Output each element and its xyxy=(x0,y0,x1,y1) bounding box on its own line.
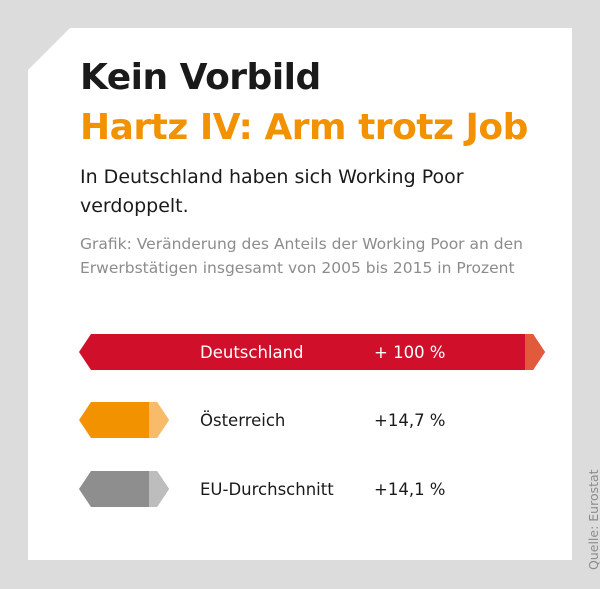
bar-group-1: Österreich +14,7 % xyxy=(79,402,446,438)
source-note: Quelle: Eurostat xyxy=(586,469,600,570)
bar xyxy=(79,471,169,507)
bar-tip xyxy=(525,334,545,370)
category-label: Österreich xyxy=(200,411,285,430)
chart-description: Grafik: Veränderung des Anteils der Work… xyxy=(80,235,523,277)
value-label: + 100 % xyxy=(374,343,446,362)
bar xyxy=(79,402,169,438)
headline: Hartz IV: Arm trotz Job xyxy=(80,107,528,148)
subtitle: In Deutschland haben sich Working Poor v… xyxy=(80,166,464,217)
bar-group-2: EU-Durchschnitt +14,1 % xyxy=(79,471,446,507)
bar xyxy=(79,334,545,370)
bar-tip xyxy=(149,402,169,438)
value-label: +14,1 % xyxy=(374,480,446,499)
value-label: +14,7 % xyxy=(374,411,446,430)
kicker-title: Kein Vorbild xyxy=(80,57,321,98)
bar-group-0: Deutschland + 100 % xyxy=(79,334,545,370)
category-label: Deutschland xyxy=(200,343,304,362)
bar-tip xyxy=(149,471,169,507)
category-label: EU-Durchschnitt xyxy=(200,480,334,499)
